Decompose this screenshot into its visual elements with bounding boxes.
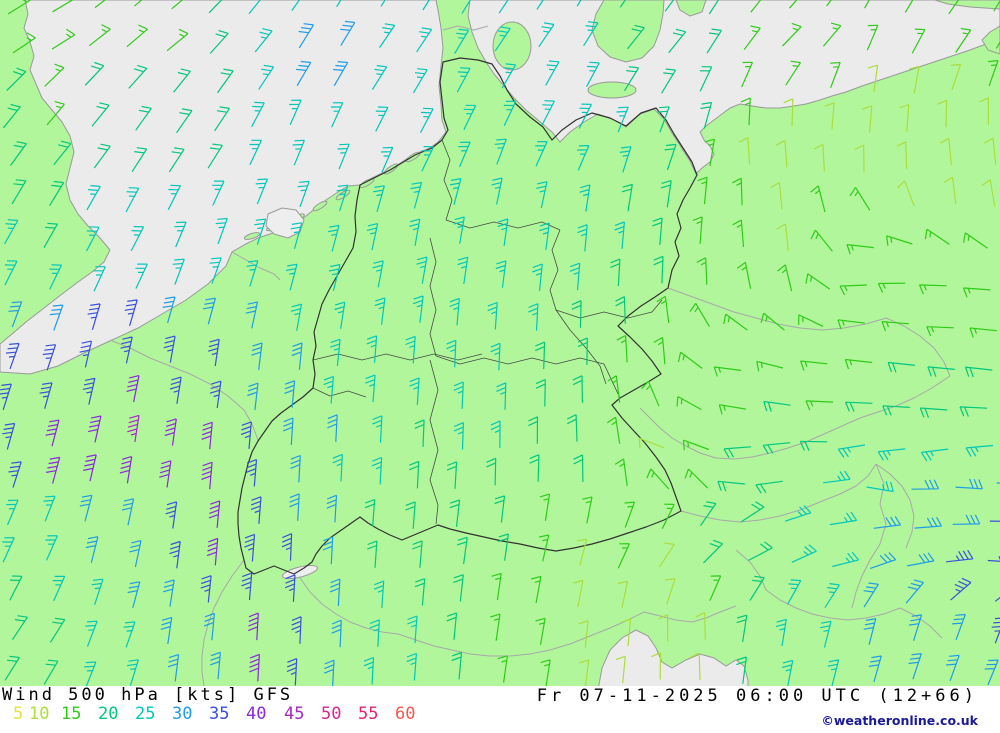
- lake-constance: [281, 564, 319, 580]
- copyright-link[interactable]: ©weatheronline.co.uk: [821, 713, 978, 728]
- legend-value-10: 10: [29, 704, 50, 724]
- borders-german-states: [312, 139, 663, 525]
- map-title: Wind 500 hPa [kts] GFS: [2, 685, 294, 705]
- island-zealand: [591, 0, 665, 63]
- legend-value-45: 45: [284, 704, 305, 724]
- legend-value-30: 30: [172, 704, 193, 724]
- legend-value-50: 50: [321, 704, 342, 724]
- legend-value-55: 55: [358, 704, 379, 724]
- adriatic-sea: [598, 629, 749, 686]
- legend-value-35: 35: [209, 704, 230, 724]
- baltic-sea: [467, 0, 1000, 175]
- legend-value-40: 40: [246, 704, 267, 724]
- border-germany: [237, 57, 698, 575]
- legend-value-15: 15: [61, 704, 82, 724]
- wind-speed-legend: 5 10 15 20 25 30 35 40 45 50 55 60: [0, 705, 440, 723]
- island-small-dk: [675, 0, 707, 17]
- legend-value-20: 20: [98, 704, 119, 724]
- baltic-east-coast: [981, 25, 1000, 55]
- lake-ijsselmeer: [265, 207, 305, 239]
- island-lolland: [587, 81, 637, 99]
- legend-value-5: 5: [13, 704, 24, 724]
- legend-value-25: 25: [135, 704, 156, 724]
- wind-barb-layer: [0, 0, 1000, 686]
- valid-time-label: Fr 07-11-2025 06:00 UTC (12+66): [536, 686, 978, 706]
- sweden-corner: [934, 0, 1000, 10]
- map-footer: Wind 500 hPa [kts] GFS Fr 07-11-2025 06:…: [0, 686, 1000, 733]
- wind-barb-map[interactable]: [0, 0, 1000, 686]
- legend-value-60: 60: [395, 704, 416, 724]
